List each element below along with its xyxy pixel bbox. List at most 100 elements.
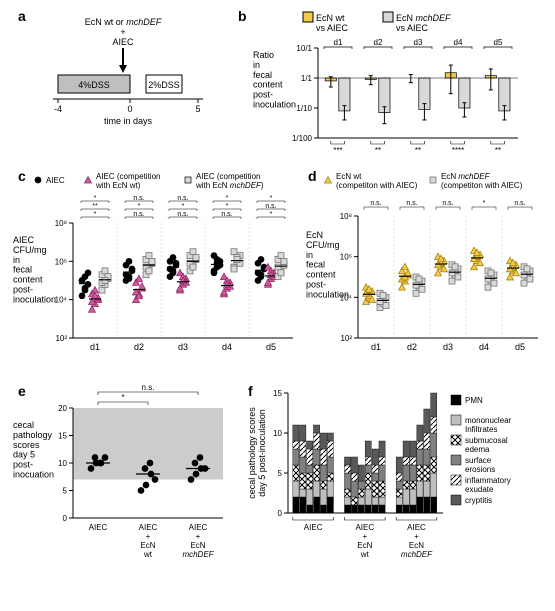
svg-text:d3: d3: [178, 342, 188, 352]
svg-text:**: **: [415, 146, 421, 155]
svg-text:AIEC: AIEC: [89, 523, 108, 532]
panel-b-label: b: [238, 8, 247, 24]
svg-text:10²: 10²: [55, 334, 67, 343]
svg-text:n.s.: n.s.: [177, 211, 188, 218]
svg-text:AIEC: AIEC: [304, 523, 323, 532]
svg-text:0: 0: [127, 104, 132, 114]
svg-text:d4: d4: [222, 342, 232, 352]
panel-a-svg: EcN wt or mchDEF+AIEC 4%DSS 2%DSS -4 0 5 time …: [38, 13, 218, 128]
svg-text:time in days: time in days: [104, 116, 153, 126]
svg-text:d3: d3: [443, 342, 453, 352]
svg-text:0: 0: [63, 514, 68, 523]
svg-text:d2: d2: [374, 38, 383, 47]
svg-text:Ratioinfecalcontentpost-inocul: Ratioinfecalcontentpost-inoculation: [253, 50, 296, 110]
svg-text:AIECCFU/mginfecalcontentpost-i: AIECCFU/mginfecalcontentpost-inoculation: [13, 235, 56, 304]
svg-text:10: 10: [273, 429, 282, 438]
svg-text:10⁸: 10⁸: [55, 219, 67, 228]
svg-text:*: *: [270, 211, 273, 218]
svg-text:d5: d5: [494, 38, 503, 47]
svg-text:**: **: [92, 203, 98, 210]
svg-text:*: *: [138, 203, 141, 210]
svg-text:*: *: [182, 203, 185, 210]
svg-text:*: *: [94, 211, 97, 218]
panel-a-label: a: [18, 8, 26, 24]
svg-text:2%DSS: 2%DSS: [148, 80, 180, 90]
svg-text:10: 10: [58, 459, 67, 468]
svg-text:10⁶: 10⁶: [340, 253, 352, 262]
svg-text:15: 15: [273, 389, 282, 398]
svg-text:5: 5: [278, 469, 283, 478]
svg-text:*: *: [483, 200, 486, 207]
svg-text:AIEC: AIEC: [46, 176, 65, 185]
svg-text:AIEC (competitionwith EcN mchD: AIEC (competitionwith EcN mchDEF): [195, 172, 264, 190]
svg-text:PMN: PMN: [465, 396, 483, 405]
svg-text:5: 5: [195, 104, 200, 114]
panel-c-svg: AIEC AIEC (competitionwith EcN wt) AIEC (c…: [8, 168, 303, 368]
svg-text:AIEC (competitionwith EcN wt): AIEC (competitionwith EcN wt): [95, 172, 160, 190]
svg-text:*: *: [121, 393, 124, 402]
svg-text:n.s.: n.s.: [514, 200, 525, 207]
svg-text:n.s.: n.s.: [133, 195, 144, 202]
svg-text:vs AIEC: vs AIEC: [396, 23, 429, 33]
svg-text:d4: d4: [454, 38, 463, 47]
svg-text:EcN wt or mchDEF+AIEC: EcN wt or mchDEF+AIEC: [85, 17, 162, 47]
svg-text:0: 0: [278, 509, 283, 518]
svg-text:d5: d5: [515, 342, 525, 352]
svg-text:cryptitis: cryptitis: [465, 496, 492, 505]
svg-text:EcNCFU/mginfecalcontentpost-in: EcNCFU/mginfecalcontentpost-inoculation: [306, 230, 349, 299]
svg-text:EcN wt(competiton with AIEC): EcN wt(competiton with AIEC): [336, 172, 418, 190]
svg-text:**: **: [375, 146, 381, 155]
panel-f-svg: 0 5 10 15 cecal pathology scoresday 5 post-i…: [248, 383, 548, 598]
svg-text:*: *: [226, 195, 229, 202]
svg-text:*: *: [94, 195, 97, 202]
svg-text:n.s.: n.s.: [177, 195, 188, 202]
svg-text:n.s.: n.s.: [265, 203, 276, 210]
svg-text:***: ***: [333, 146, 342, 155]
svg-text:10²: 10²: [340, 334, 352, 343]
svg-text:4%DSS: 4%DSS: [78, 80, 110, 90]
svg-text:EcN wt: EcN wt: [316, 13, 345, 23]
svg-text:vs AIEC: vs AIEC: [316, 23, 349, 33]
svg-text:n.s.: n.s.: [442, 200, 453, 207]
svg-text:1/10: 1/10: [296, 104, 312, 113]
svg-text:EcN mchDEF: EcN mchDEF: [396, 13, 451, 23]
svg-text:mononuclearInfiltrates: mononuclearInfiltrates: [465, 416, 512, 434]
svg-text:d4: d4: [479, 342, 489, 352]
svg-text:d5: d5: [266, 342, 276, 352]
svg-text:10/1: 10/1: [296, 44, 312, 53]
svg-text:d1: d1: [334, 38, 343, 47]
svg-text:d2: d2: [407, 342, 417, 352]
svg-text:*: *: [226, 203, 229, 210]
svg-text:cecalpathologyscoresday 5post-: cecalpathologyscoresday 5post-inocuation: [13, 420, 54, 480]
svg-text:n.s.: n.s.: [142, 383, 155, 392]
svg-text:EcN mchDEF(competiton with AIE: EcN mchDEF(competiton with AIEC): [441, 172, 523, 190]
svg-text:d3: d3: [414, 38, 423, 47]
svg-text:**: **: [495, 146, 501, 155]
svg-text:AIEC+EcNmchDEF: AIEC+EcNmchDEF: [182, 523, 214, 559]
svg-text:****: ****: [452, 146, 464, 155]
svg-text:n.s.: n.s.: [406, 200, 417, 207]
svg-text:15: 15: [58, 432, 67, 441]
svg-text:1/100: 1/100: [292, 134, 313, 143]
svg-text:submucosaledema: submucosaledema: [465, 436, 508, 454]
svg-text:inflammatoryexudate: inflammatoryexudate: [465, 476, 511, 494]
svg-text:10⁴: 10⁴: [55, 296, 68, 305]
panel-d-svg: EcN wt(competiton with AIEC) EcN mchDEF(c…: [303, 168, 548, 368]
svg-text:n.s.: n.s.: [370, 200, 381, 207]
svg-text:n.s.: n.s.: [221, 211, 232, 218]
svg-text:AIEC+EcNwt: AIEC+EcNwt: [355, 523, 374, 559]
svg-text:cecal pathology scoresday 5 po: cecal pathology scoresday 5 post-inocula…: [248, 407, 267, 499]
svg-text:5: 5: [63, 487, 68, 496]
svg-text:10⁶: 10⁶: [55, 257, 67, 266]
svg-text:d1: d1: [90, 342, 100, 352]
svg-text:n.s.: n.s.: [133, 211, 144, 218]
svg-text:AIEC+EcNmchDEF: AIEC+EcNmchDEF: [401, 523, 433, 559]
svg-text:d1: d1: [371, 342, 381, 352]
svg-text:-4: -4: [54, 104, 62, 114]
panel-e-svg: 0 5 10 15 20 cecalpathologyscoresday 5post-in…: [8, 383, 243, 593]
svg-text:*: *: [270, 195, 273, 202]
panel-b-svg: EcN wtvs AIECEcN mchDEFvs AIEC10/11/11/1…: [248, 8, 548, 158]
svg-text:AIEC+EcNwt: AIEC+EcNwt: [139, 523, 158, 559]
svg-text:20: 20: [58, 404, 67, 413]
svg-text:10⁸: 10⁸: [340, 212, 352, 221]
